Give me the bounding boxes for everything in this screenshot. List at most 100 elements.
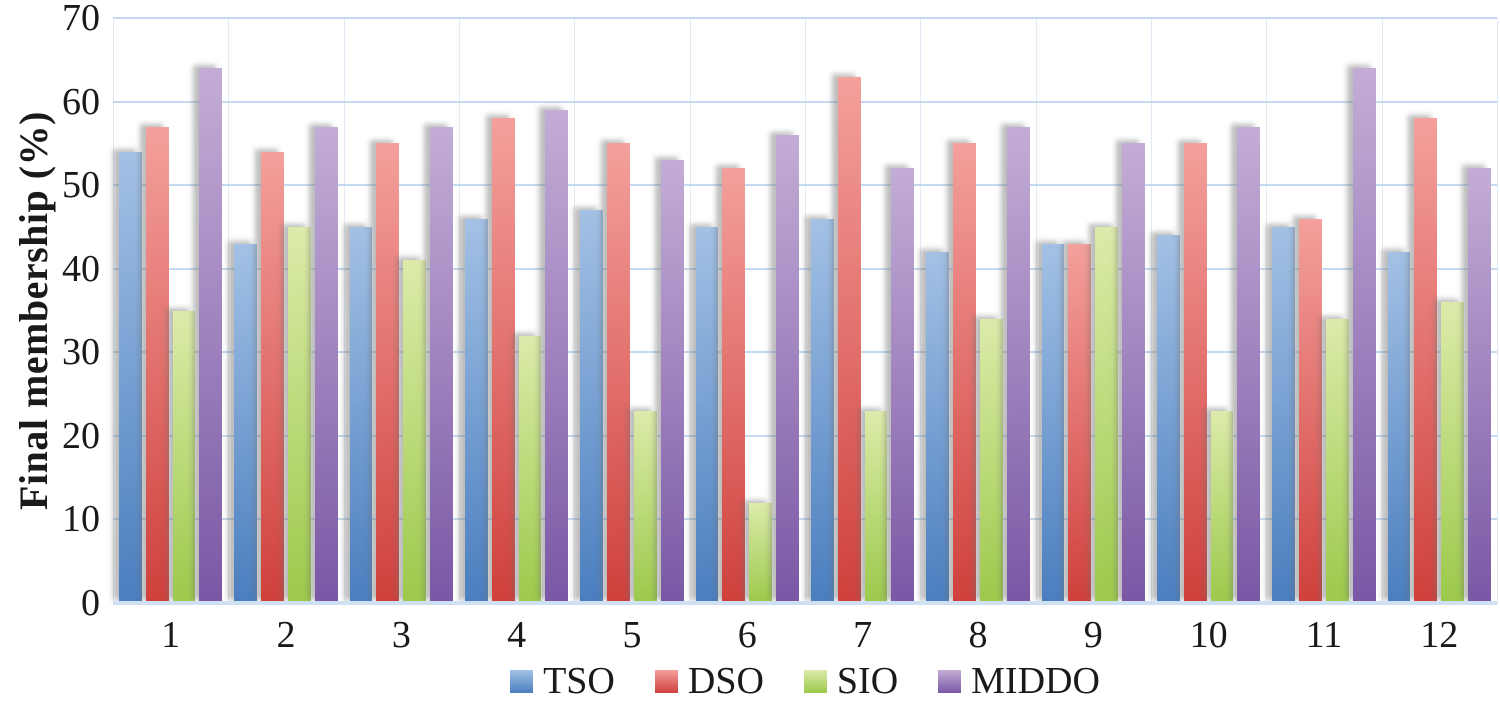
bar-tso bbox=[580, 210, 604, 603]
bar-sio bbox=[287, 226, 311, 603]
gridline bbox=[113, 17, 1497, 19]
legend-swatch-middo bbox=[938, 669, 962, 693]
bar-sio bbox=[172, 310, 196, 603]
bar-group bbox=[459, 18, 574, 603]
bar-dso bbox=[1299, 218, 1322, 603]
bar-group bbox=[574, 18, 689, 603]
group-separator bbox=[113, 18, 114, 603]
y-tick-label: 50 bbox=[62, 164, 100, 207]
group-separator bbox=[1381, 18, 1383, 603]
group-separator bbox=[1151, 18, 1152, 603]
bar-tso bbox=[234, 243, 258, 603]
x-tick-label: 2 bbox=[276, 614, 296, 656]
bar-group bbox=[805, 18, 920, 603]
bar-middo bbox=[1468, 168, 1491, 603]
group-separator bbox=[689, 18, 691, 603]
legend-item-dso: DSO bbox=[654, 660, 764, 702]
legend-label: DSO bbox=[687, 660, 764, 702]
bar-middo bbox=[545, 109, 569, 603]
bar-group bbox=[920, 18, 1035, 603]
bar-tso bbox=[1156, 235, 1180, 603]
group-separator bbox=[459, 18, 460, 603]
y-axis-tick-labels: 0 10 20 30 40 50 60 70 bbox=[0, 0, 100, 622]
y-tick-label: 40 bbox=[62, 247, 100, 290]
bar-tso bbox=[926, 252, 950, 603]
bar-middo bbox=[776, 135, 799, 603]
legend-label: SIO bbox=[836, 660, 899, 702]
bar-middo bbox=[1352, 68, 1376, 603]
bar-tso bbox=[1041, 243, 1065, 603]
bar-sio bbox=[1325, 318, 1349, 603]
bar-dso bbox=[145, 126, 169, 603]
bar-middo bbox=[1006, 126, 1030, 603]
bar-dso bbox=[837, 76, 861, 603]
bar-tso bbox=[349, 226, 373, 603]
x-tick-label: 9 bbox=[1083, 614, 1103, 656]
gridline bbox=[113, 100, 1497, 103]
bar-dso bbox=[376, 143, 400, 603]
bar-sio bbox=[1095, 226, 1119, 603]
bar-tso bbox=[1387, 252, 1411, 603]
legend: TSO DSO SIO MIDDO bbox=[113, 656, 1497, 706]
legend-item-middo: MIDDO bbox=[938, 662, 1100, 700]
bar-middo bbox=[1237, 126, 1261, 603]
plot-area bbox=[113, 17, 1498, 605]
gridline bbox=[113, 184, 1497, 187]
gridline bbox=[113, 267, 1497, 270]
x-tick-label: 6 bbox=[737, 614, 757, 656]
bar-group bbox=[1382, 18, 1497, 603]
bar-sio bbox=[403, 260, 427, 603]
x-tick-label: 10 bbox=[1189, 614, 1228, 656]
legend-swatch-tso bbox=[510, 669, 534, 693]
bar-dso bbox=[722, 168, 746, 603]
group-separator bbox=[228, 18, 230, 603]
bar-middo bbox=[199, 68, 223, 603]
gridline bbox=[113, 351, 1497, 354]
bar-group bbox=[1036, 18, 1151, 603]
legend-label: TSO bbox=[543, 660, 615, 702]
legend-swatch-dso bbox=[654, 669, 678, 693]
x-tick-label: 5 bbox=[622, 614, 642, 656]
group-separator bbox=[574, 18, 576, 603]
legend-label: MIDDO bbox=[971, 660, 1100, 702]
x-axis-line bbox=[113, 601, 1497, 605]
group-separator bbox=[1035, 18, 1037, 603]
group-separator bbox=[805, 18, 806, 603]
bar-middo bbox=[314, 126, 338, 603]
legend-item-sio: SIO bbox=[803, 660, 899, 702]
bar-sio bbox=[979, 318, 1003, 603]
bar-group bbox=[344, 18, 459, 603]
x-tick-label: 3 bbox=[391, 614, 411, 656]
bar-sio bbox=[1210, 410, 1234, 603]
bar-tso bbox=[810, 218, 834, 603]
bar-dso bbox=[261, 151, 284, 603]
y-tick-label: 30 bbox=[62, 331, 100, 374]
x-tick-label: 11 bbox=[1305, 614, 1343, 656]
gridline bbox=[113, 518, 1497, 521]
legend-swatch-sio bbox=[803, 669, 827, 693]
bar-group bbox=[228, 18, 343, 603]
bar-tso bbox=[1272, 226, 1296, 603]
bar-sio bbox=[1441, 302, 1465, 603]
bar-dso bbox=[491, 118, 515, 603]
y-tick-label: 0 bbox=[81, 582, 100, 624]
bar-middo bbox=[1122, 143, 1145, 603]
x-tick-label: 8 bbox=[968, 614, 988, 656]
y-tick-label: 60 bbox=[62, 80, 100, 123]
bar-group bbox=[1151, 18, 1266, 603]
group-separator bbox=[1266, 18, 1268, 603]
x-tick-label: 1 bbox=[161, 614, 181, 656]
bar-tso bbox=[695, 226, 719, 603]
bar-dso bbox=[607, 143, 630, 603]
y-tick-label: 10 bbox=[62, 498, 100, 541]
bar-sio bbox=[864, 410, 888, 603]
x-tick-label: 7 bbox=[853, 614, 873, 656]
bar-group bbox=[690, 18, 805, 603]
group-separator bbox=[920, 18, 922, 603]
bar-dso bbox=[1068, 243, 1092, 603]
bar-sio bbox=[518, 335, 542, 603]
bar-middo bbox=[660, 160, 684, 603]
x-tick-label: 12 bbox=[1420, 614, 1459, 656]
group-separator bbox=[1497, 18, 1498, 603]
